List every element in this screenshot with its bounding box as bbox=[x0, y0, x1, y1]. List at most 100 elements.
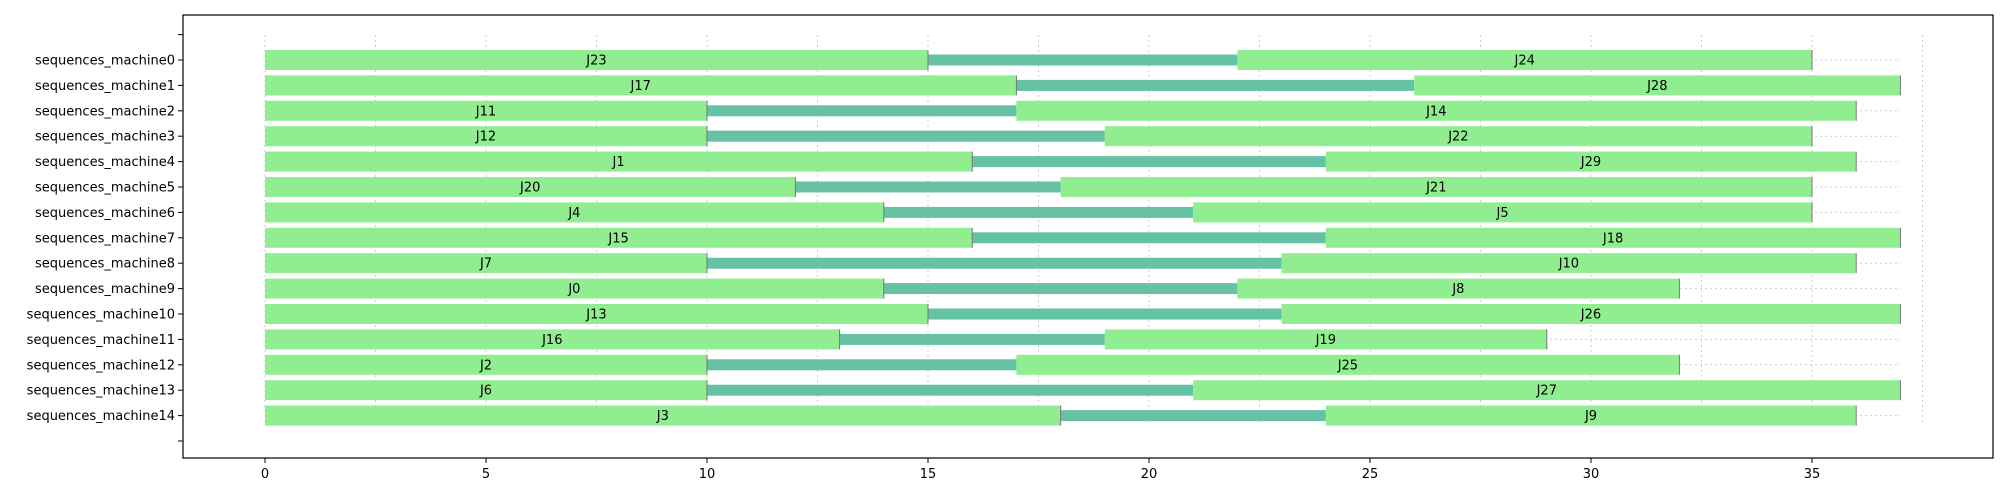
job-bar bbox=[1104, 126, 1812, 147]
idle-gap-bar bbox=[972, 156, 1326, 168]
idle-gap-bar bbox=[883, 206, 1194, 218]
job-label: J5 bbox=[1496, 206, 1509, 221]
job-label: J21 bbox=[1425, 181, 1446, 196]
job-bar bbox=[265, 329, 840, 350]
idle-gap-bar bbox=[707, 130, 1105, 142]
job-label: J26 bbox=[1580, 308, 1601, 323]
job-bar bbox=[1281, 304, 1901, 324]
job-label: J14 bbox=[1425, 104, 1446, 119]
job-bar bbox=[265, 405, 1061, 426]
job-label: J11 bbox=[475, 104, 496, 119]
job-bar bbox=[1325, 151, 1857, 172]
job-label: J17 bbox=[630, 79, 651, 94]
gap-layer bbox=[707, 54, 1415, 422]
idle-gap-bar bbox=[795, 181, 1061, 193]
idle-gap-bar bbox=[707, 384, 1194, 396]
idle-gap-bar bbox=[707, 105, 1017, 117]
job-label: J24 bbox=[1514, 54, 1535, 69]
job-bar bbox=[265, 100, 707, 121]
job-bar bbox=[265, 177, 796, 197]
y-tick-label: sequences_machine13 bbox=[27, 384, 175, 399]
job-label: J3 bbox=[656, 409, 669, 424]
job-bar bbox=[265, 151, 973, 172]
job-bar bbox=[265, 202, 884, 223]
job-bar bbox=[1104, 329, 1547, 350]
job-label: J27 bbox=[1536, 384, 1557, 399]
idle-gap-bar bbox=[707, 359, 1017, 371]
job-bar bbox=[265, 50, 928, 70]
job-label: J20 bbox=[519, 181, 540, 196]
x-axis: 0 5 10 15 20 25 30 35 bbox=[261, 458, 1820, 482]
job-bar bbox=[265, 227, 973, 248]
job-label: J15 bbox=[607, 231, 628, 246]
job-bar bbox=[1237, 50, 1812, 70]
job-bar bbox=[265, 380, 707, 401]
y-tick-label: sequences_machine14 bbox=[27, 409, 175, 424]
job-bar bbox=[1325, 405, 1857, 426]
job-bar bbox=[265, 304, 928, 324]
job-label: J8 bbox=[1451, 282, 1464, 297]
job-label-layer: J23 J24 J17 J28 J11 J14 J12 J22 J1 J29 J20 J21 J4 J5 J… bbox=[475, 54, 1668, 425]
y-tick-label: sequences_machine7 bbox=[35, 231, 175, 246]
job-label: J29 bbox=[1580, 155, 1601, 170]
idle-gap-bar bbox=[1060, 410, 1326, 422]
job-bar bbox=[1193, 380, 1901, 401]
y-tick-label: sequences_machine5 bbox=[35, 181, 175, 196]
y-tick-label: sequences_machine0 bbox=[35, 54, 175, 69]
job-label: J22 bbox=[1447, 130, 1468, 145]
job-label: J2 bbox=[479, 358, 492, 373]
job-bar bbox=[265, 354, 707, 375]
idle-gap-bar bbox=[928, 308, 1282, 320]
job-bar bbox=[1016, 100, 1857, 121]
x-tick-label: 20 bbox=[1141, 467, 1158, 482]
idle-gap-bar bbox=[928, 54, 1238, 66]
idle-gap-bar bbox=[839, 333, 1105, 345]
y-tick-label: sequences_machine8 bbox=[35, 257, 175, 272]
job-label: J6 bbox=[479, 384, 492, 399]
x-tick-label: 25 bbox=[1362, 467, 1379, 482]
job-label: J0 bbox=[567, 282, 580, 297]
y-axis: sequences_machine0 sequences_machine1sequ… bbox=[27, 34, 183, 442]
job-label: J9 bbox=[1584, 409, 1597, 424]
job-bar bbox=[265, 253, 707, 274]
idle-gap-bar bbox=[883, 283, 1238, 295]
y-tick-label: sequences_machine4 bbox=[35, 155, 175, 170]
job-label: J10 bbox=[1558, 257, 1579, 272]
job-label: J23 bbox=[585, 54, 606, 69]
job-bar bbox=[1016, 354, 1680, 375]
x-tick-label: 30 bbox=[1583, 467, 1600, 482]
y-tick-label: sequences_machine12 bbox=[27, 358, 175, 373]
job-bar bbox=[1281, 253, 1857, 274]
job-bar bbox=[1414, 75, 1901, 96]
y-tick-label: sequences_machine2 bbox=[35, 104, 175, 119]
x-tick-label: 0 bbox=[261, 467, 269, 482]
x-tick-label: 35 bbox=[1804, 467, 1821, 482]
job-label: J19 bbox=[1315, 333, 1336, 348]
job-label: J4 bbox=[567, 206, 580, 221]
y-tick-label: sequences_machine9 bbox=[35, 282, 175, 297]
job-bar bbox=[265, 278, 884, 299]
x-tick-label: 5 bbox=[482, 467, 490, 482]
idle-gap-bar bbox=[707, 257, 1282, 269]
job-layer bbox=[265, 50, 1901, 426]
x-tick-label: 15 bbox=[920, 467, 937, 482]
job-bar bbox=[1325, 227, 1901, 248]
job-label: J28 bbox=[1646, 79, 1667, 94]
job-bar bbox=[1237, 278, 1680, 299]
job-label: J12 bbox=[475, 130, 496, 145]
job-label: J1 bbox=[612, 155, 625, 170]
job-bar bbox=[265, 126, 707, 147]
y-tick-label: sequences_machine1 bbox=[35, 79, 175, 94]
job-bar bbox=[1193, 202, 1812, 223]
job-label: J18 bbox=[1602, 231, 1623, 246]
job-label: J16 bbox=[541, 333, 562, 348]
idle-gap-bar bbox=[972, 232, 1326, 244]
y-tick-label: sequences_machine6 bbox=[35, 206, 175, 221]
job-label: J13 bbox=[585, 308, 606, 323]
x-tick-label: 10 bbox=[699, 467, 716, 482]
job-bar bbox=[265, 75, 1017, 96]
job-label: J7 bbox=[479, 257, 492, 272]
y-tick-label: sequences_machine10 bbox=[27, 308, 175, 323]
